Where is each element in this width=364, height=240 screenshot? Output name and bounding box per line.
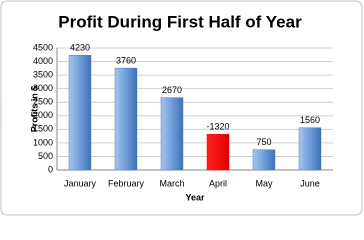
bar <box>206 133 230 171</box>
x-tick-label: June <box>300 178 320 188</box>
x-tick-label: January <box>64 178 97 188</box>
bar <box>114 67 138 171</box>
bar <box>160 97 184 171</box>
value-label: -1320 <box>206 122 229 132</box>
value-label: 750 <box>256 137 271 147</box>
x-tick-label: May <box>255 178 273 188</box>
x-tick-label: February <box>108 178 145 188</box>
chart: Profit During First Half of Year Year Pr… <box>0 0 363 216</box>
x-axis-label: Year <box>185 192 205 202</box>
y-tick-label: 3500 <box>33 69 53 79</box>
y-tick-label: 2000 <box>33 110 53 120</box>
value-label: 1560 <box>300 115 320 125</box>
y-tick-label: 4000 <box>33 56 53 66</box>
value-label: 4230 <box>70 43 90 53</box>
y-tick-label: 3000 <box>33 83 53 93</box>
bar <box>252 149 276 171</box>
y-tick-label: 0 <box>48 164 53 174</box>
y-tick-label: 1000 <box>33 137 53 147</box>
x-tick-label: March <box>159 178 184 188</box>
value-label: 2670 <box>162 85 182 95</box>
y-axis-label: Profits in $ <box>29 86 39 133</box>
value-label: 3760 <box>116 55 136 65</box>
y-tick-label: 500 <box>38 151 53 161</box>
y-tick-label: 4500 <box>33 42 53 52</box>
y-tick-label: 1500 <box>33 124 53 134</box>
bar <box>298 127 322 171</box>
bar <box>68 55 92 171</box>
x-tick-label: April <box>209 178 227 188</box>
y-tick-label: 2500 <box>33 97 53 107</box>
chart-title: Profit During First Half of Year <box>58 12 302 31</box>
